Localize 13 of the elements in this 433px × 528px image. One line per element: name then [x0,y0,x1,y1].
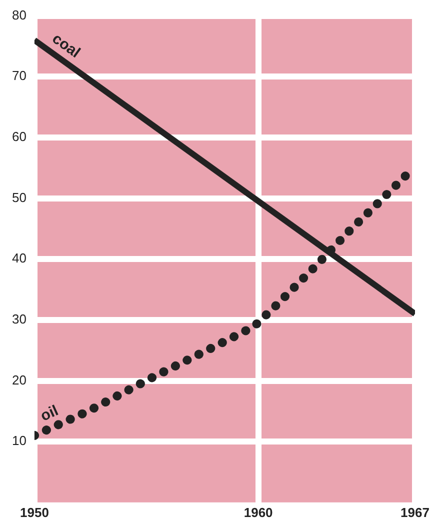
y-tick-label: 20 [12,372,26,388]
y-tick-label: 70 [12,68,26,84]
y-tick-label: 60 [12,129,26,144]
y-tick-label: 80 [12,7,26,22]
y-tick-label: 40 [12,250,26,266]
x-tick-label: 1950 [20,504,49,520]
y-tick-label: 10 [12,433,26,448]
y-tick-label: 30 [12,312,26,327]
x-tick-label: 1967 [400,504,430,520]
x-tick-label: 1960 [244,504,273,520]
y-tick-label: 50 [12,190,26,205]
text: oil [38,402,61,425]
text: coal [48,30,84,62]
